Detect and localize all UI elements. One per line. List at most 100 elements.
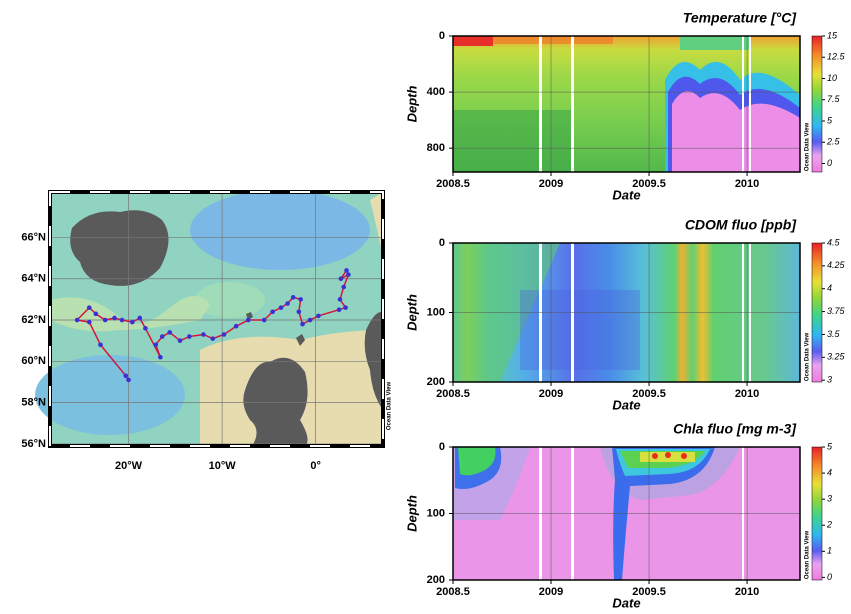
plot-frame bbox=[452, 446, 801, 581]
y-tick-label: 56°N bbox=[21, 438, 46, 450]
colorbar-tick-label: 15 bbox=[827, 30, 838, 40]
x-tick-label: 2010 bbox=[735, 586, 759, 598]
colorbar-tick-label: 2.5 bbox=[826, 137, 841, 147]
y-tick-label: 62°N bbox=[21, 314, 46, 326]
colorbar bbox=[811, 242, 823, 383]
track-point bbox=[74, 317, 80, 323]
track-point bbox=[246, 317, 251, 323]
colorbar-tick-label: 1 bbox=[827, 546, 832, 556]
track-point bbox=[187, 334, 192, 339]
track-point bbox=[86, 319, 92, 325]
y-tick-label: 800 bbox=[427, 142, 445, 154]
x-tick-label: 2009.5 bbox=[632, 388, 666, 400]
track-point bbox=[298, 297, 303, 302]
track-point bbox=[346, 272, 351, 277]
x-tick-label: 2009.5 bbox=[632, 586, 666, 598]
y-tick-label: 66°N bbox=[21, 231, 46, 243]
x-tick-label: 2009 bbox=[539, 388, 563, 400]
y-tick-label: 200 bbox=[427, 376, 445, 388]
colorbar-tick-label: 3.25 bbox=[827, 352, 846, 362]
colorbar-tick-label: 2 bbox=[826, 520, 832, 530]
colorbar-tick-label: 4.25 bbox=[827, 260, 846, 270]
track-point bbox=[93, 311, 99, 317]
colorbar bbox=[811, 446, 823, 581]
track-point bbox=[177, 338, 183, 343]
track-point bbox=[337, 297, 343, 302]
track-point bbox=[300, 321, 305, 327]
colorbar-tick-label: 3.5 bbox=[827, 329, 841, 339]
track-point bbox=[278, 305, 284, 310]
x-tick-label: 0° bbox=[310, 460, 321, 472]
colorbar-tick-label: 0 bbox=[827, 572, 832, 582]
map-frame-dash bbox=[49, 191, 384, 447]
colorbar-tick-label: 5 bbox=[827, 441, 833, 451]
x-axis-label: Date bbox=[612, 187, 640, 202]
colorbar-tick-label: 7.5 bbox=[827, 94, 841, 104]
x-tick-label: 20°W bbox=[115, 460, 143, 472]
colorbar-tick-label: 3.75 bbox=[827, 306, 846, 316]
y-tick-label: 0 bbox=[439, 441, 445, 453]
colorbar-tick-label: 4 bbox=[827, 283, 832, 293]
track-point bbox=[112, 315, 117, 321]
colorbar-tick-label: 4 bbox=[827, 467, 832, 477]
colorbar-tick-label: 3 bbox=[827, 375, 832, 385]
chart-title: Temperature [°C] bbox=[683, 10, 798, 26]
track-point bbox=[130, 319, 135, 325]
y-tick-label: 100 bbox=[427, 507, 445, 519]
x-tick-label: 2009.5 bbox=[632, 178, 666, 190]
y-tick-label: 64°N bbox=[21, 273, 46, 285]
track-point bbox=[159, 334, 165, 339]
x-tick-label: 2010 bbox=[735, 178, 759, 190]
watermark: Ocean Data View bbox=[805, 333, 811, 382]
land bbox=[70, 210, 383, 446]
track-point bbox=[341, 284, 347, 290]
watermark: Ocean Data View bbox=[387, 382, 393, 431]
y-axis-label: Depth bbox=[404, 294, 419, 331]
watermark: Ocean Data View bbox=[805, 123, 811, 172]
colorbar-tick-label: 0 bbox=[827, 158, 832, 168]
track-point bbox=[233, 323, 239, 329]
y-axis-label: Depth bbox=[404, 86, 419, 123]
track-point bbox=[126, 377, 131, 383]
track-point bbox=[343, 305, 348, 310]
track-point bbox=[221, 332, 227, 337]
track-point bbox=[336, 307, 342, 313]
y-tick-label: 0 bbox=[439, 30, 445, 42]
y-tick-label: 400 bbox=[427, 86, 445, 98]
x-axis-label: Date bbox=[612, 397, 640, 412]
track-point bbox=[143, 325, 148, 331]
x-tick-label: 2009 bbox=[539, 178, 563, 190]
section-field bbox=[453, 36, 800, 172]
colorbar-tick-label: 3 bbox=[827, 494, 832, 504]
colorbar bbox=[811, 35, 823, 173]
x-tick-label: 10°W bbox=[209, 460, 237, 472]
track-point bbox=[344, 268, 349, 273]
y-tick-label: 58°N bbox=[21, 397, 46, 409]
y-tick-label: 100 bbox=[427, 306, 445, 318]
track-point bbox=[210, 336, 216, 341]
track-point bbox=[201, 332, 206, 337]
track-point bbox=[98, 342, 103, 348]
track-point bbox=[296, 309, 302, 315]
track-point bbox=[123, 373, 129, 379]
track-point bbox=[261, 317, 267, 323]
track-point bbox=[153, 342, 158, 348]
track-point bbox=[102, 317, 108, 323]
y-axis-label: Depth bbox=[404, 495, 419, 532]
track-point bbox=[285, 301, 290, 306]
track-point bbox=[86, 305, 92, 310]
track-point bbox=[338, 276, 344, 282]
track-point bbox=[137, 315, 143, 321]
track-point bbox=[307, 317, 313, 323]
x-axis-label: Date bbox=[612, 595, 640, 610]
watermark: Ocean Data View bbox=[805, 531, 811, 580]
track-point bbox=[167, 330, 173, 335]
chart-title: CDOM fluo [ppb] bbox=[685, 217, 798, 233]
track-point bbox=[270, 309, 275, 315]
colorbar-tick-label: 5 bbox=[827, 115, 833, 125]
colorbar-tick-label: 12.5 bbox=[827, 52, 846, 62]
track-point bbox=[158, 354, 163, 360]
track-point bbox=[119, 317, 125, 323]
